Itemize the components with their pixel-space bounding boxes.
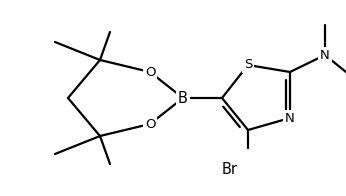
- Text: N: N: [320, 48, 330, 62]
- Text: Br: Br: [222, 162, 238, 178]
- Text: B: B: [178, 91, 188, 105]
- Text: O: O: [145, 117, 155, 131]
- Text: N: N: [285, 112, 295, 124]
- Text: S: S: [244, 58, 252, 72]
- Text: O: O: [145, 65, 155, 79]
